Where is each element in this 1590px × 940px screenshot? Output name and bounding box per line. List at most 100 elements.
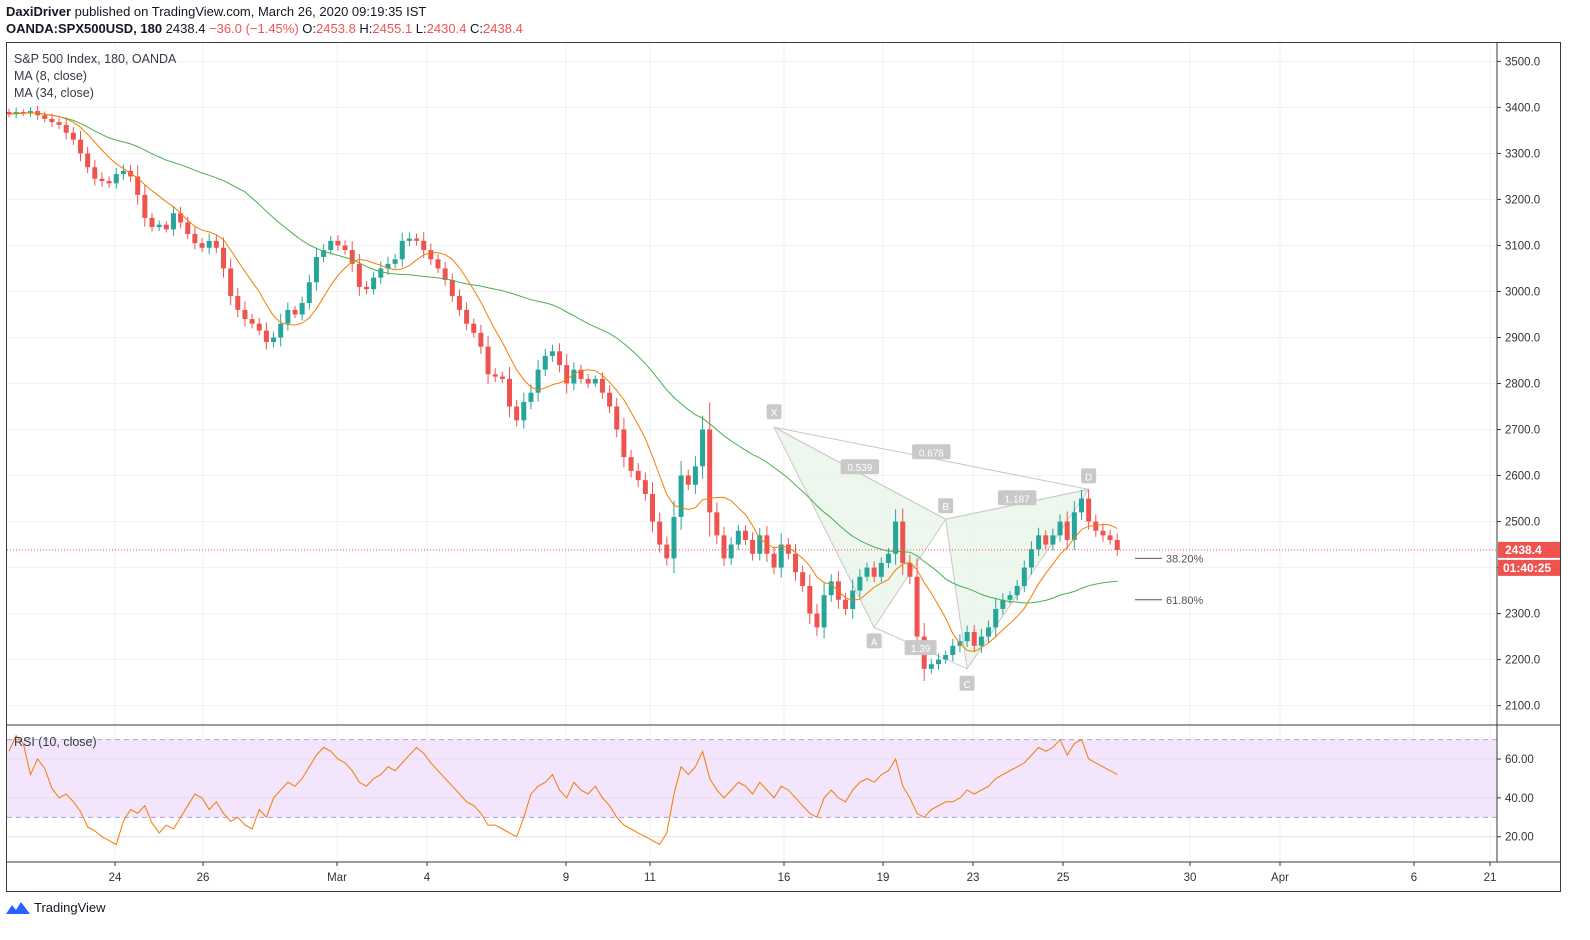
candle-up — [592, 378, 598, 384]
candle-down — [149, 217, 155, 228]
candle-up — [986, 627, 992, 637]
candle-down — [1093, 521, 1099, 531]
candle-down — [1064, 521, 1070, 540]
candle-down — [228, 268, 234, 297]
candle-down — [163, 224, 169, 230]
candle-down — [356, 263, 362, 287]
candle-up — [1028, 549, 1034, 568]
candle-down — [642, 480, 648, 494]
time-tick-label: 6 — [1411, 872, 1417, 884]
candle-up — [978, 636, 984, 646]
candle-up — [113, 174, 119, 184]
rsi-tick-label: 40.00 — [1505, 793, 1534, 805]
candle-up — [542, 355, 548, 370]
candle-up — [406, 238, 412, 241]
candle-up — [1000, 599, 1006, 609]
close-value: 2438.4 — [483, 21, 523, 36]
author-name[interactable]: DaxiDriver — [6, 4, 72, 19]
candle-down — [657, 521, 663, 545]
level-label: 38.20% — [1166, 553, 1204, 565]
candle-down — [485, 346, 491, 375]
low-label: L: — [412, 21, 427, 36]
time-tick-label: 19 — [877, 872, 890, 884]
price-tick-label: 3000.0 — [1505, 286, 1540, 298]
pattern-ratio: 1.187 — [1005, 494, 1030, 505]
candle-down — [900, 521, 906, 563]
candle-down — [449, 279, 455, 297]
rsi-tick-label: 60.00 — [1505, 754, 1534, 766]
tradingview-brand[interactable]: TradingView — [6, 900, 106, 915]
candle-up — [692, 466, 698, 485]
price-tick-label: 3100.0 — [1505, 240, 1540, 252]
candle-down — [607, 392, 613, 407]
price-tick-label: 2200.0 — [1505, 655, 1540, 667]
rsi-legend: RSI (10, close) — [14, 735, 97, 749]
candle-down — [435, 259, 441, 269]
candle-down — [707, 429, 713, 513]
candle-down — [63, 124, 69, 133]
candle-down — [635, 470, 641, 481]
price-tick-label: 3400.0 — [1505, 102, 1540, 114]
candle-down — [664, 544, 670, 559]
candle-up — [1050, 535, 1056, 545]
candle-down — [221, 247, 226, 269]
candle-up — [757, 535, 763, 554]
candle-up — [728, 544, 734, 559]
candle-down — [142, 194, 148, 218]
price-tick-label: 2100.0 — [1505, 701, 1540, 713]
candle-down — [914, 576, 920, 637]
price-tick-label: 3200.0 — [1505, 194, 1540, 206]
candle-down — [185, 222, 191, 234]
candle-down — [650, 493, 655, 522]
candle-up — [700, 429, 706, 467]
candle-down — [292, 309, 298, 315]
candle-up — [535, 369, 541, 393]
candle-down — [478, 332, 484, 347]
rsi-line — [8, 734, 1118, 846]
price-tick-label: 3300.0 — [1505, 148, 1540, 160]
pattern-point-b-box — [938, 498, 954, 514]
price-tick-label: 2600.0 — [1505, 471, 1540, 483]
countdown-tag-bg — [1498, 559, 1560, 576]
pattern-point-x: X — [771, 408, 778, 419]
low-value: 2430.4 — [426, 21, 467, 36]
candle-up — [1014, 585, 1020, 596]
price-tick-label: 2500.0 — [1505, 517, 1540, 529]
candle-down — [178, 213, 184, 223]
ma-fast-legend: MA (8, close) — [14, 69, 87, 83]
candle-down — [364, 286, 369, 290]
pattern-point-d: D — [1085, 472, 1092, 483]
last-price-tag: 2438.4 — [1505, 543, 1542, 557]
candle-up — [1079, 498, 1084, 513]
published-text: published on TradingView.com, March 26, … — [71, 4, 427, 19]
candle-down — [685, 475, 691, 485]
candle-down — [42, 115, 48, 119]
pattern-ratio-box — [904, 640, 937, 656]
candle-down — [421, 240, 427, 251]
pattern-ratio-box — [997, 490, 1037, 506]
candle-up — [1007, 595, 1013, 600]
time-tick-label: 21 — [1484, 872, 1497, 884]
candle-down — [442, 268, 448, 280]
candle-up — [936, 659, 941, 665]
candle-down — [263, 330, 269, 343]
pattern-point-x-box — [766, 404, 782, 420]
candle-up — [321, 250, 327, 257]
time-tick-label: 23 — [967, 872, 980, 884]
candle-up — [271, 337, 277, 343]
candle-down — [78, 139, 83, 154]
candle-up — [964, 631, 970, 642]
candle-down — [106, 181, 112, 184]
candle-up — [1021, 567, 1027, 586]
candle-down — [1100, 530, 1106, 536]
candle-down — [971, 631, 977, 646]
high-value: 2455.1 — [372, 21, 413, 36]
candle-down — [514, 406, 520, 421]
open-label: O: — [298, 21, 317, 36]
candle-down — [907, 562, 913, 577]
candle-down — [135, 176, 141, 195]
open-value: 2453.8 — [316, 21, 356, 36]
pattern-point-a: A — [871, 637, 878, 648]
candle-down — [414, 238, 420, 241]
